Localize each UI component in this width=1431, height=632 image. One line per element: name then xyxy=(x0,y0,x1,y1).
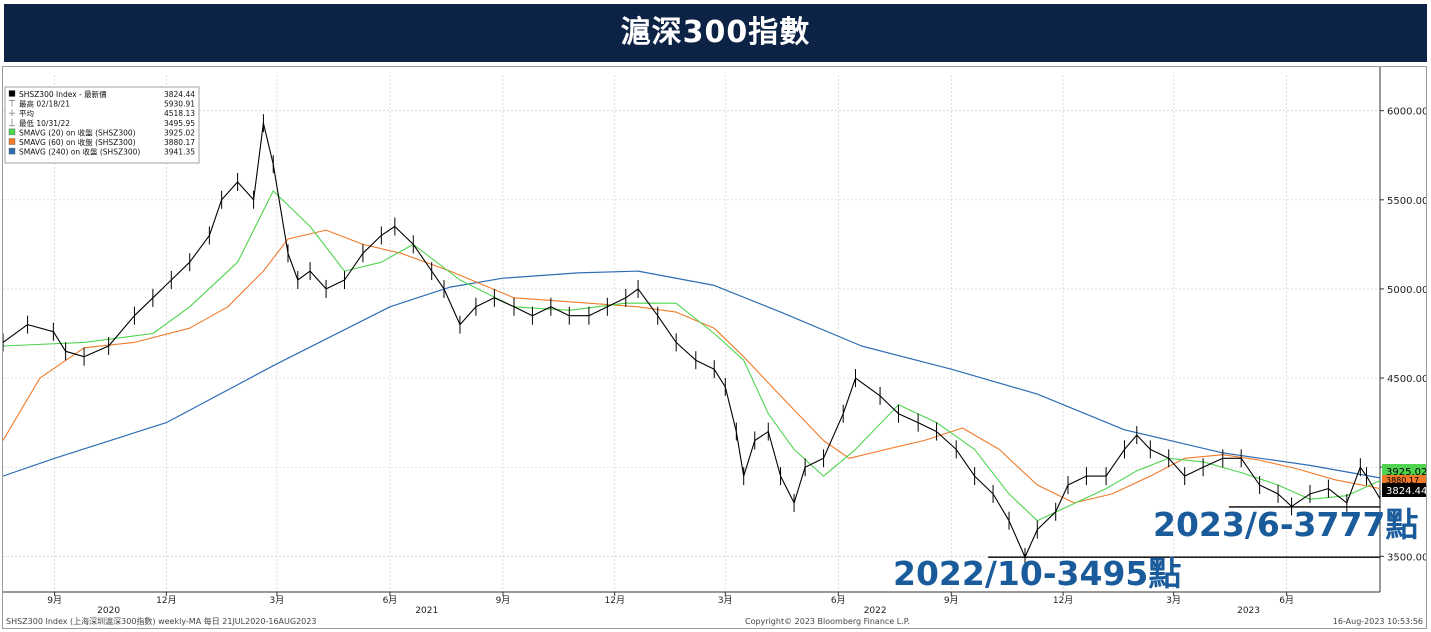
title-banner: 滬深300指數 xyxy=(4,4,1427,62)
legend-label: SHSZ300 Index - 最新價 xyxy=(19,89,107,99)
legend-value: 3925.02 xyxy=(164,128,195,137)
y-tick-label: 4500.00 xyxy=(1387,374,1426,385)
price-tag-last-box xyxy=(1382,483,1426,497)
annotation-low-2022: 2022/10-3495點 xyxy=(893,554,1181,593)
y-tick-label: 3500.00 xyxy=(1387,552,1426,563)
legend-swatch xyxy=(8,147,16,155)
x-tick-label: 9月 xyxy=(496,595,511,606)
legend-label: SMAVG (20) on 收盤 (SHSZ300) xyxy=(19,127,136,137)
legend-value: 4518.13 xyxy=(164,109,195,118)
legend-label: SMAVG (240) on 收盤 (SHSZ300) xyxy=(19,147,140,157)
price-tag-sma20-box xyxy=(1382,464,1426,478)
price-tag-sma20: 3925.02 xyxy=(1386,467,1426,478)
x-tick-label: 3月 xyxy=(1166,595,1181,606)
y-tick-label: 5500.00 xyxy=(1387,196,1426,207)
sma240-series-line xyxy=(2,270,1381,479)
legend-label: SMAVG (60) on 收盤 (SHSZ300) xyxy=(19,137,136,147)
legend-label: 平均 xyxy=(19,108,34,118)
legend-value: 3880.17 xyxy=(164,138,195,147)
x-tick-label: 12月 xyxy=(605,595,625,606)
x-year-label: 2023 xyxy=(1237,606,1260,616)
x-tick-label: 9月 xyxy=(47,595,62,606)
legend-entries: SHSZ300 Index - 最新價 3824.44 最高 02/18/21 593… xyxy=(8,89,195,157)
legend-swatch xyxy=(8,90,16,97)
support-lines xyxy=(988,506,1380,558)
gridlines xyxy=(3,75,1380,592)
legend-swatch xyxy=(8,128,16,136)
price-tag-last: 3824.44 xyxy=(1386,486,1426,497)
price-tag-sma60-box xyxy=(1382,475,1426,484)
x-tick-label: 3月 xyxy=(718,595,733,606)
legend-label: 最高 02/18/21 xyxy=(19,99,70,109)
x-year-label: 2021 xyxy=(415,606,438,616)
price-series-line xyxy=(2,122,1381,558)
legend-frame xyxy=(4,86,200,164)
footer-center: Copyright© 2023 Bloomberg Finance L.P. xyxy=(745,617,910,626)
y-tick-label: 5000.00 xyxy=(1387,285,1426,296)
footer-right: 16-Aug-2023 10:53:56 xyxy=(1333,617,1423,626)
footer-left: SHSZ300 Index (上海深圳滬深300指數) weekly-MA 每日… xyxy=(6,616,316,626)
x-tick-label: 12月 xyxy=(156,595,176,606)
sma20-series-line xyxy=(2,190,1381,522)
price-tag-sma60: 3880.17 xyxy=(1386,476,1419,485)
legend-box: SHSZ300 Index - 最新價 3824.44 最高 02/18/21 593… xyxy=(4,86,200,164)
series-layer xyxy=(2,114,1381,567)
legend-label: 最低 10/31/22 xyxy=(19,118,70,128)
annotation-low-2023: 2023/6-3777點 xyxy=(1153,505,1418,544)
x-year-label: 2022 xyxy=(864,606,887,616)
x-tick-label: 3月 xyxy=(270,595,285,606)
chart-frame: 6000.005500.005000.004500.004000.003500.… xyxy=(2,66,1428,629)
x-tick-label: 6月 xyxy=(1279,595,1294,606)
price-tags: 3925.02 3880.17 3824.44 xyxy=(1382,464,1427,497)
x-tick-label: 6月 xyxy=(383,595,398,606)
x-tick-label: 6月 xyxy=(831,595,846,606)
legend-value: 3941.35 xyxy=(164,148,195,157)
x-tick-label: 12月 xyxy=(1053,595,1073,606)
x-year-label: 2020 xyxy=(97,606,120,616)
legend-value: 5930.91 xyxy=(164,100,195,109)
legend-value: 3824.44 xyxy=(164,90,195,99)
price-chart: 6000.005500.005000.004500.004000.003500.… xyxy=(2,67,1428,626)
legend-swatch xyxy=(8,138,16,145)
legend-value: 3495.95 xyxy=(164,119,195,128)
page-title: 滬深300指數 xyxy=(620,15,811,50)
sma60-series-line xyxy=(2,229,1381,504)
x-tick-label: 9月 xyxy=(944,595,959,606)
y-tick-label: 6000.00 xyxy=(1387,107,1426,118)
